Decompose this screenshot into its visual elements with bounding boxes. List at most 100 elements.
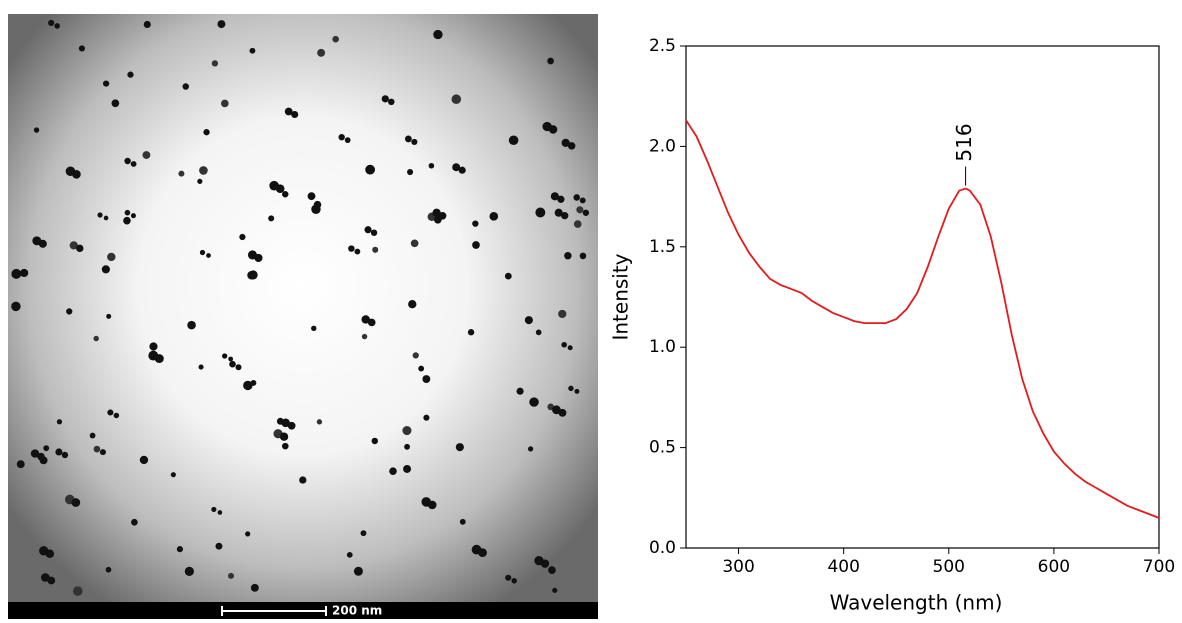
particle bbox=[529, 397, 539, 407]
particle bbox=[550, 192, 559, 201]
x-tick-label: 600 bbox=[1038, 557, 1070, 577]
particle bbox=[370, 229, 378, 236]
particle bbox=[346, 551, 353, 558]
particle bbox=[199, 166, 208, 175]
particle bbox=[154, 354, 164, 364]
particle bbox=[432, 208, 441, 217]
particle bbox=[239, 233, 246, 241]
particle bbox=[423, 414, 430, 421]
particle bbox=[217, 20, 226, 29]
particle bbox=[403, 465, 412, 473]
particle bbox=[332, 35, 339, 43]
particle bbox=[299, 476, 307, 484]
particle bbox=[93, 445, 101, 453]
particle bbox=[455, 443, 464, 452]
particle bbox=[199, 249, 206, 256]
particle bbox=[427, 500, 437, 510]
scale-bar-label: 200 nm bbox=[332, 604, 382, 618]
particle bbox=[365, 164, 376, 175]
particle bbox=[574, 388, 580, 394]
plot-frame bbox=[685, 45, 1160, 549]
particle bbox=[211, 506, 217, 513]
particle bbox=[428, 162, 435, 169]
particle bbox=[61, 451, 69, 459]
particle bbox=[124, 157, 131, 165]
particle bbox=[254, 253, 263, 263]
particle bbox=[16, 460, 25, 469]
particle bbox=[311, 325, 317, 332]
particle bbox=[105, 566, 112, 573]
particle bbox=[101, 265, 110, 274]
particle bbox=[552, 587, 558, 593]
particle bbox=[348, 245, 355, 252]
particle bbox=[372, 246, 379, 253]
particle bbox=[203, 129, 210, 136]
particle bbox=[229, 360, 236, 368]
particle bbox=[143, 20, 151, 29]
particle bbox=[106, 313, 112, 319]
particle bbox=[558, 408, 567, 417]
particle bbox=[97, 212, 103, 218]
particle bbox=[54, 23, 60, 29]
particle bbox=[176, 546, 183, 553]
particle bbox=[76, 244, 84, 253]
particle bbox=[557, 195, 565, 203]
y-tick-label: 0.0 bbox=[649, 538, 676, 558]
particle bbox=[103, 215, 109, 221]
particle bbox=[250, 380, 257, 386]
particle bbox=[235, 364, 242, 371]
particle bbox=[131, 518, 138, 526]
particle bbox=[40, 573, 50, 582]
particle bbox=[579, 197, 586, 204]
particle bbox=[567, 142, 576, 150]
particle bbox=[410, 239, 419, 248]
particle bbox=[561, 341, 567, 348]
x-axis-label: Wavelength (nm) bbox=[830, 591, 1003, 615]
particle bbox=[535, 207, 546, 218]
particle bbox=[124, 209, 131, 216]
y-tick-label: 1.0 bbox=[649, 337, 676, 357]
particle bbox=[48, 19, 55, 27]
particle bbox=[93, 335, 99, 342]
particle bbox=[381, 95, 389, 103]
particle bbox=[107, 409, 114, 416]
particle bbox=[249, 47, 256, 54]
particle bbox=[582, 209, 590, 216]
particle bbox=[170, 472, 176, 478]
particle bbox=[404, 135, 412, 143]
particle bbox=[198, 364, 204, 370]
particle bbox=[245, 531, 251, 537]
particle bbox=[524, 316, 533, 325]
particle bbox=[11, 268, 22, 279]
particle bbox=[206, 253, 211, 258]
particle bbox=[307, 192, 316, 201]
particle bbox=[561, 212, 569, 220]
particle bbox=[451, 94, 462, 104]
particle bbox=[313, 200, 322, 209]
particle bbox=[228, 356, 234, 362]
micrograph-background bbox=[8, 14, 598, 619]
particle bbox=[516, 387, 524, 395]
particle bbox=[508, 135, 519, 146]
particle bbox=[221, 353, 228, 359]
particle bbox=[37, 452, 45, 461]
particle bbox=[72, 169, 81, 179]
particle bbox=[250, 583, 259, 592]
particle bbox=[71, 498, 81, 507]
particle bbox=[43, 445, 50, 452]
particle bbox=[47, 576, 56, 585]
particle bbox=[418, 365, 425, 372]
particle bbox=[11, 301, 21, 312]
particle bbox=[568, 385, 574, 392]
particle bbox=[364, 226, 372, 234]
particle bbox=[404, 443, 410, 450]
x-tick-label: 400 bbox=[827, 557, 859, 577]
particle bbox=[361, 333, 368, 340]
particle bbox=[142, 151, 151, 159]
particle bbox=[284, 107, 293, 116]
particle bbox=[353, 566, 363, 576]
particle bbox=[268, 215, 275, 222]
particle bbox=[287, 421, 296, 430]
particle bbox=[55, 448, 63, 456]
particle bbox=[282, 191, 289, 198]
